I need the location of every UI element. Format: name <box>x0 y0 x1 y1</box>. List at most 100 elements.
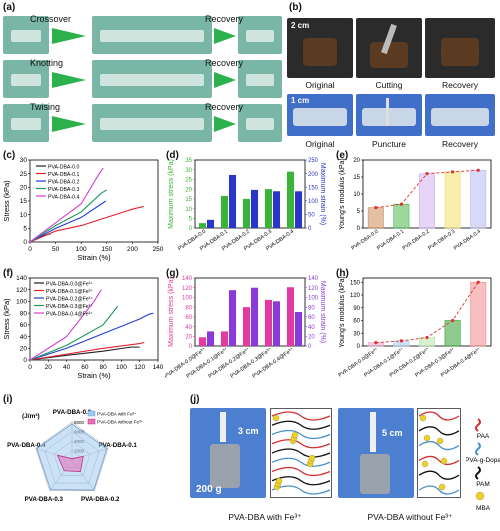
x-tick-label: 0 <box>28 246 32 253</box>
y2-axis-label: Maximum strain (%) <box>319 163 326 225</box>
network-chain <box>418 470 460 480</box>
y-tick-label: 100 <box>182 296 193 302</box>
radar-axis-label-3: PVA-DBA-0.3 <box>25 496 64 503</box>
bar-strain-3 <box>273 301 281 346</box>
series-line-4 <box>29 167 104 243</box>
panel-label-c: (c) <box>3 150 16 161</box>
chart-c: 0 50 100 150 200 250 0 5 10 15 20 25 30 Strain (%) Str… <box>2 157 164 262</box>
a-row2-arrow-right <box>214 116 236 132</box>
legend-label-3: MBA <box>476 505 491 512</box>
radar-axis-label-4: PVA-DBA-0.4 <box>7 442 46 449</box>
network-chain <box>271 485 331 495</box>
plot-frame <box>29 277 159 361</box>
radar-legend-label-1: PVA-DBA without Fe³⁺ <box>97 420 144 425</box>
y2-tick-label: 200 <box>308 172 319 178</box>
y-axis-label: Maximum stress (kPa) <box>168 277 175 347</box>
legend-label-3: PVA-DBA-0.3@Fe³⁺ <box>46 304 93 310</box>
x-tick-label: 80 <box>100 364 108 371</box>
x-axis-label: Strain (%) <box>77 253 111 262</box>
series-line-3 <box>29 305 119 361</box>
panel-label-e: (e) <box>336 150 349 161</box>
y-tick-label: 150 <box>350 280 361 286</box>
caption-with-fe: PVA-DBA with Fe³⁺ <box>228 512 302 522</box>
y2-tick-label: 120 <box>308 286 319 292</box>
crosslinker-dot <box>438 483 446 491</box>
panel-label-h: (h) <box>336 268 349 279</box>
caption-cutting: Cutting <box>375 80 403 90</box>
bar-stress-0 <box>198 337 206 346</box>
photo-recovery-1 <box>425 18 495 78</box>
y-tick-label: 0 <box>189 226 193 232</box>
y-tick-label: 60 <box>185 315 192 321</box>
y2-tick-label: 250 <box>308 158 319 164</box>
y-tick-label: 30 <box>353 331 360 337</box>
a-row2-photo-right <box>238 104 282 142</box>
y-tick-label: 100 <box>16 299 27 306</box>
y-tick-label: 20 <box>20 185 28 192</box>
crosslinker-dot <box>308 454 316 462</box>
y2-tick-label: 150 <box>308 185 319 191</box>
series-line-4 <box>29 289 102 361</box>
legend-label-1: PVA-DBA-0.1 <box>48 172 79 178</box>
y-tick-label: 80 <box>20 310 28 317</box>
panel-label-j: (j) <box>190 394 200 405</box>
series-line-1 <box>29 205 144 243</box>
y-tick-label: 120 <box>16 287 27 294</box>
a-row1-arrow-right <box>214 72 236 88</box>
y-tick-label: 40 <box>185 325 192 331</box>
caption-original-1: Original <box>305 80 335 90</box>
bar-stress-4 <box>286 287 294 346</box>
category-label: PVA-DBA-0.4@Fe³⁺ <box>252 347 296 380</box>
bar-stress-2 <box>242 198 250 228</box>
radar-legend-swatch-0 <box>87 410 96 417</box>
y-tick-label: 30 <box>20 157 28 164</box>
x-tick-label: 120 <box>134 364 145 371</box>
y-tick-label: 140 <box>16 275 27 282</box>
category-label: PVA-DBA-0.1 <box>376 229 405 252</box>
bar-strain-0 <box>207 331 215 346</box>
radar-legend-swatch-1 <box>87 418 96 425</box>
a-row1-arrow-left <box>52 72 86 88</box>
photo-original-2: 1 cm <box>287 94 353 136</box>
y-tick-label: 25 <box>185 178 192 184</box>
legend-label-0: PAA <box>477 433 490 440</box>
a-row1-label-left: Knotting <box>30 58 64 68</box>
y-tick-label: 15 <box>353 175 360 181</box>
photo-puncture <box>356 94 422 136</box>
network-chain <box>418 455 460 466</box>
bar-modulus-4 <box>470 169 487 229</box>
legend-label-2: PVA-DBA-0.2 <box>48 179 79 185</box>
category-label: PVA-DBA-0.2 <box>402 229 431 252</box>
y2-tick-label: 100 <box>308 296 319 302</box>
legend-label-2: PAM <box>476 481 490 488</box>
a-row1-photo-mid <box>92 60 212 98</box>
scale-1cm: 1 cm <box>291 96 310 105</box>
a-row2-label-left: Twising <box>30 102 61 112</box>
series-line-1 <box>29 341 145 361</box>
x-tick-label: 250 <box>153 246 164 253</box>
network-chain <box>271 429 331 440</box>
bar-strain-2 <box>251 189 259 228</box>
y-tick-label: 5 <box>357 209 361 215</box>
network-chain <box>271 448 331 458</box>
radar-grid <box>35 421 109 491</box>
legend-label-2: PVA-DBA-0.2@Fe³⁺ <box>46 296 93 302</box>
network-chain <box>271 420 331 430</box>
network-chain <box>271 457 331 467</box>
legend-label-0: PVA-DBA-0.0@Fe³⁺ <box>46 281 93 287</box>
bar-modulus-2 <box>419 173 435 229</box>
y-tick-label: 120 <box>350 293 361 299</box>
y-tick-label: 30 <box>185 168 192 174</box>
y-tick-label: 0 <box>357 344 361 350</box>
legend-chain-0 <box>475 418 481 432</box>
panel-label-i: (i) <box>3 394 13 405</box>
network-chain <box>271 411 331 421</box>
y2-tick-label: 0 <box>308 344 312 350</box>
a-row2-photo-left <box>3 104 49 142</box>
bar-strain-2 <box>251 287 259 346</box>
network-frame <box>417 408 461 498</box>
crosslinker-dot <box>421 460 429 468</box>
y2-tick-label: 50 <box>308 213 315 219</box>
radar-series-0 <box>36 423 108 491</box>
y-tick-label: 20 <box>185 187 192 193</box>
